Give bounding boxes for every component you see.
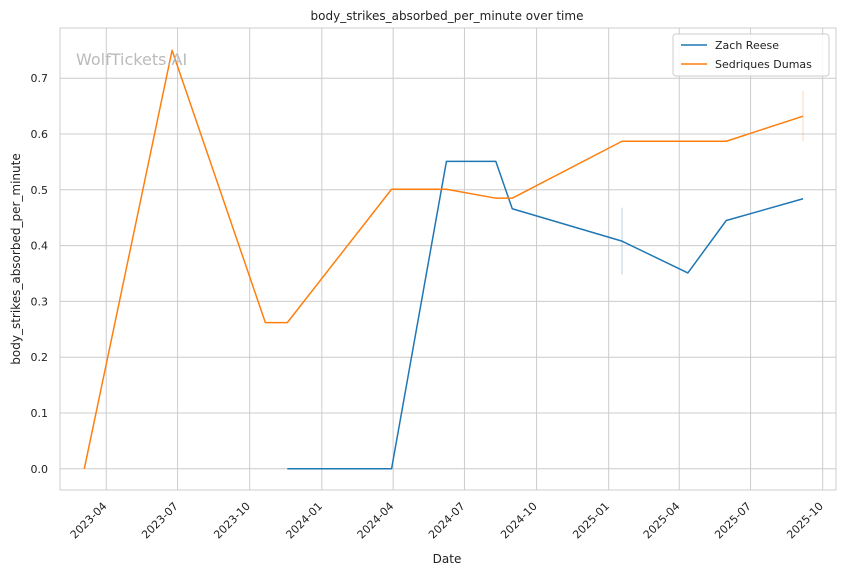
y-axis-label: body_strikes_absorbed_per_minute (9, 153, 23, 364)
series-line-zach-reese (287, 160, 804, 470)
y-tick-label: 0.4 (31, 240, 49, 253)
legend-label: Sedriques Dumas (715, 58, 812, 71)
series-line-sedriques-dumas (83, 49, 804, 469)
y-tick-label: 0.3 (31, 295, 49, 308)
watermark-text: WolfTickets.AI (76, 50, 187, 69)
x-axis-label: Date (433, 552, 462, 566)
legend-box (672, 33, 830, 77)
y-tick-label: 0.2 (31, 351, 49, 364)
y-tick-label: 0.0 (31, 463, 49, 476)
y-tick-label: 0.1 (31, 407, 49, 420)
y-tick-label: 0.5 (31, 184, 49, 197)
series-layer (83, 49, 804, 470)
legend: Zach Reese Sedriques Dumas (672, 33, 830, 77)
legend-label: Zach Reese (715, 39, 779, 52)
y-tick-label: 0.7 (31, 72, 49, 85)
plot-frame (59, 27, 837, 491)
chart-title: body_strikes_absorbed_per_minute over ti… (311, 9, 584, 23)
y-tick-label: 0.6 (31, 128, 49, 141)
